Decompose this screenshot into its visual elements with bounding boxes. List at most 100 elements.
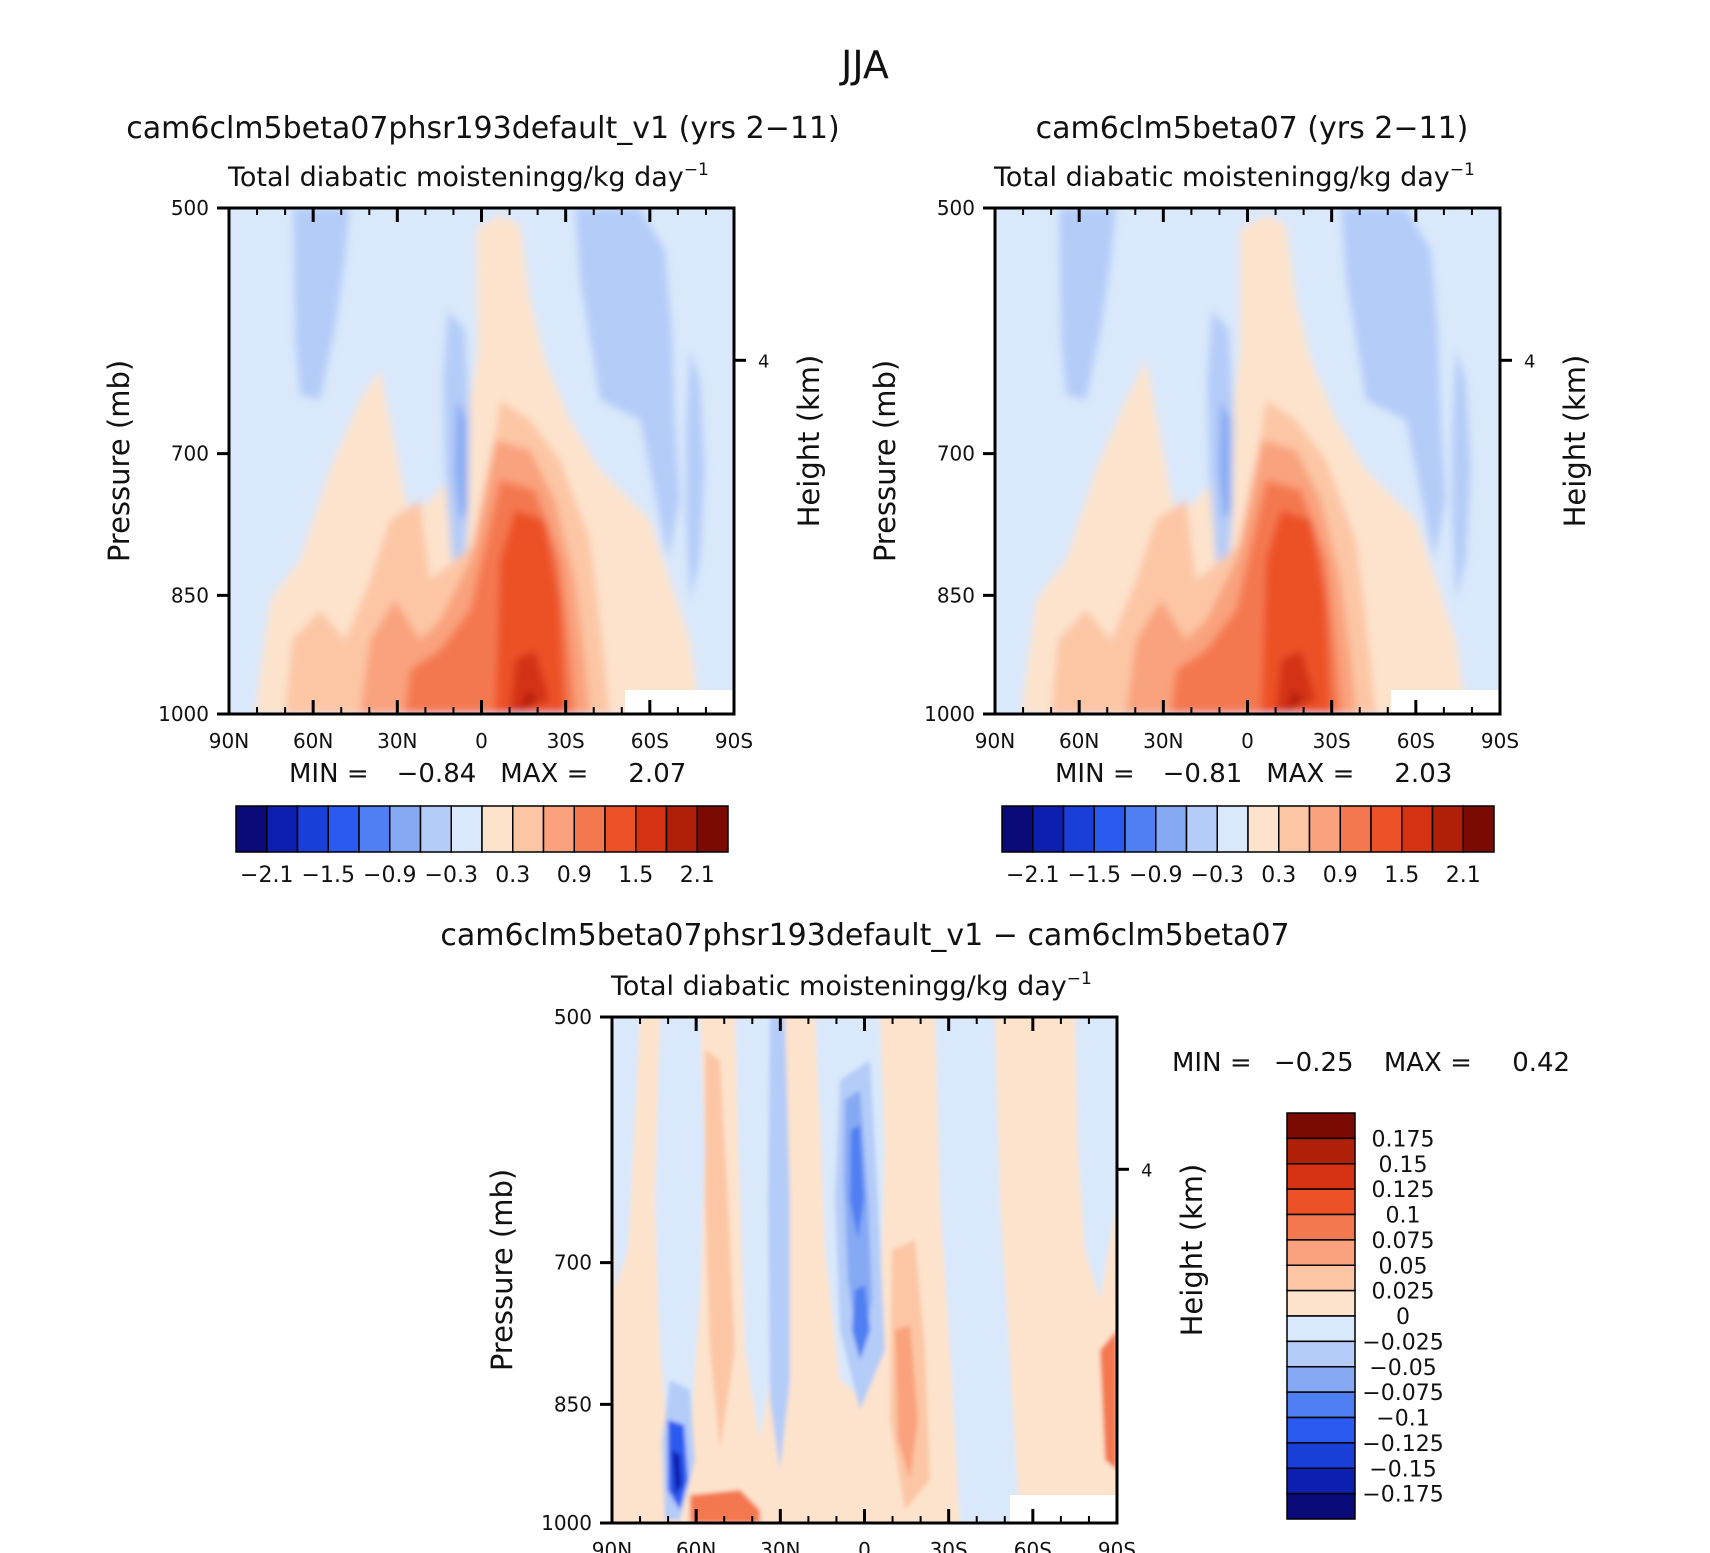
colorbar-diff: 0.1750.150.1250.10.0750.050.0250−0.025−0… [1286, 1112, 1444, 1520]
field-region-diff-p4 [690, 1490, 760, 1523]
colorbar-cell-right [1032, 805, 1065, 853]
field-missing-diff [1010, 1495, 1117, 1523]
colorbar-cell-right [1093, 805, 1126, 853]
colorbar-cell-diff [1286, 1492, 1356, 1520]
max-label-right: MAX = [1266, 759, 1354, 789]
colorbar-label-left: 1.5 [618, 863, 653, 888]
figure-title: JJA [839, 43, 889, 87]
minmax-right: MIN = −0.81 MAX = 2.03 [1055, 759, 1452, 789]
height-tick-label-right: 4 [1524, 351, 1535, 372]
field-region-diff-n5 [935, 1017, 1020, 1523]
field-region-diff-n8 [768, 1017, 790, 1470]
axes-left: 90N 60N 30N 0 30S 60S 90S 500 700 850 1000 4 Pressur… [102, 196, 826, 789]
units-left: g/kg day [566, 162, 683, 193]
colorbar-cell-right [1185, 805, 1218, 853]
field-region-left-neg2 [575, 208, 680, 560]
colorbar-right: −2.1 −1.5 −0.9 −0.3 0.3 0.9 1.5 2.1 [1001, 805, 1495, 888]
field-region-right-pos6 [1276, 650, 1316, 714]
y-axis-label-diff: Pressure (mb) [485, 1169, 519, 1371]
y-tick-label-diff: 850 [554, 1392, 592, 1416]
colorbar-label-left: 0.3 [495, 863, 530, 888]
x-tick-label-right: 90N [975, 729, 1015, 753]
colorbar-label-diff: 0.075 [1372, 1229, 1435, 1254]
colorbar-cell-left [419, 805, 452, 853]
colorbar-label-diff: −0.075 [1362, 1381, 1443, 1406]
field-missing-left [625, 690, 734, 714]
colorbar-cell-diff [1286, 1112, 1356, 1140]
colorbar-cell-right [1001, 805, 1034, 853]
colorbar-label-diff: 0.05 [1379, 1254, 1428, 1279]
panel-left: cam6clm5beta07phsr193default_v1 (yrs 2−1… [126, 111, 840, 714]
colorbar-cell-left [389, 805, 422, 853]
colorbar-cell-diff [1286, 1213, 1356, 1241]
colorbar-cell-left [296, 805, 329, 853]
colorbar-cell-left [450, 805, 483, 853]
y-axis-label-left: Pressure (mb) [102, 360, 136, 562]
y-tick-label-left: 700 [171, 442, 209, 466]
y-tick-label-right: 1000 [924, 702, 975, 726]
colorbar-cell-left [512, 805, 545, 853]
colorbar-cell-left [665, 805, 698, 853]
colorbar-label-left: 0.9 [557, 863, 592, 888]
colorbar-cell-left [573, 805, 606, 853]
colorbar-label-right: −2.1 [1006, 863, 1059, 888]
field-region-left-pos6 [510, 650, 550, 714]
case-title-left: cam6clm5beta07phsr193default_v1 (yrs 2−1… [126, 111, 839, 146]
x-tick-label-left: 30N [377, 729, 417, 753]
colorbar-cell-diff [1286, 1264, 1356, 1292]
colorbar-layer: −2.1 −1.5 −0.9 −0.3 0.3 0.9 1.5 2.1 −2.1 −1.5 −0.9… [235, 805, 1495, 1520]
colorbar-cell-right [1155, 805, 1188, 853]
panel-right: cam6clm5beta07 (yrs 2−11) Total diabatic… [993, 111, 1500, 714]
colorbar-label-diff: −0.1 [1376, 1407, 1429, 1432]
field-region-diff-n3 [735, 1017, 780, 1440]
field-region-right-pos5 [1261, 510, 1331, 714]
colorbar-left: −2.1 −1.5 −0.9 −0.3 0.3 0.9 1.5 2.1 [235, 805, 729, 888]
colorbar-cell-right [1401, 805, 1434, 853]
colorbar-cell-right [1370, 805, 1403, 853]
field-region-diff-n12 [852, 1285, 870, 1360]
colorbar-label-diff: −0.15 [1369, 1457, 1436, 1482]
x-tick-label-diff: 0 [858, 1538, 871, 1553]
y-tick-label-left: 1000 [158, 702, 209, 726]
colorbar-label-right: 1.5 [1384, 863, 1419, 888]
colorbar-cell-diff [1286, 1163, 1356, 1190]
x-tick-label-diff: 90S [1098, 1538, 1136, 1553]
field-region-left-pos5 [495, 510, 565, 714]
y-tick-label-diff: 1000 [541, 1511, 592, 1535]
subtitle-diff-text: Total diabatic moistening [610, 971, 949, 1002]
min-value-left: −0.84 [397, 759, 477, 789]
colorbar-cell-left [604, 805, 637, 853]
units-exp-diff: −1 [1067, 969, 1092, 989]
max-value-right: 2.03 [1394, 759, 1452, 789]
min-label-diff: MIN = [1172, 1048, 1252, 1078]
max-label-diff: MAX = [1384, 1048, 1472, 1078]
x-tick-label-right: 30N [1143, 729, 1183, 753]
x-tick-label-diff: 90N [592, 1538, 632, 1553]
colorbar-label-diff: 0.15 [1379, 1153, 1428, 1178]
field-region-left-neg4 [686, 350, 705, 600]
colorbar-cell-right [1216, 805, 1249, 853]
colorbar-label-diff: 0.125 [1372, 1178, 1435, 1203]
colorbar-label-diff: −0.125 [1362, 1432, 1443, 1457]
colorbar-label-right: 0.3 [1261, 863, 1296, 888]
field-region-diff-p1 [705, 1050, 735, 1450]
field-region-left-neg1 [293, 208, 350, 400]
x-tick-label-right: 30S [1313, 729, 1351, 753]
axes-layer: 90N 60N 30N 0 30S 60S 90S 500 700 850 1000 4 Pressur… [102, 196, 1592, 1553]
field-region-diff-n2 [655, 1017, 705, 1460]
contour-field-right [995, 208, 1500, 714]
colorbar-cell-right [1124, 805, 1157, 853]
min-value-diff: −0.25 [1274, 1048, 1354, 1078]
axes-diff: 90N 60N 30N 0 30S 60S 90S 500 700 850 1000 4 Pressur… [485, 1005, 1209, 1553]
colorbar-cell-left [266, 805, 299, 853]
x-tick-label-left: 90N [209, 729, 249, 753]
colorbar-label-diff: 0 [1396, 1305, 1410, 1330]
x-tick-label-left: 60S [631, 729, 669, 753]
colorbar-cell-left [481, 805, 514, 853]
units-exp-right: −1 [1450, 160, 1475, 180]
units-exp-left: −1 [684, 160, 709, 180]
case-title-right: cam6clm5beta07 (yrs 2−11) [1036, 111, 1469, 146]
colorbar-label-right: −1.5 [1068, 863, 1121, 888]
field-region-right-neg5 [1219, 400, 1231, 520]
units-diff: g/kg day [949, 971, 1066, 1002]
